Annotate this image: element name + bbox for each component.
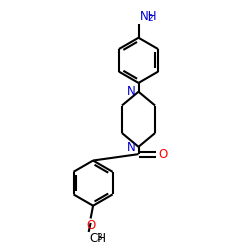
Text: CH: CH: [90, 232, 106, 245]
Text: N: N: [127, 84, 136, 98]
Text: 2: 2: [148, 14, 153, 24]
Text: O: O: [159, 148, 168, 161]
Text: NH: NH: [140, 10, 157, 23]
Text: N: N: [127, 141, 136, 154]
Text: O: O: [86, 219, 95, 232]
Text: 3: 3: [97, 233, 102, 242]
